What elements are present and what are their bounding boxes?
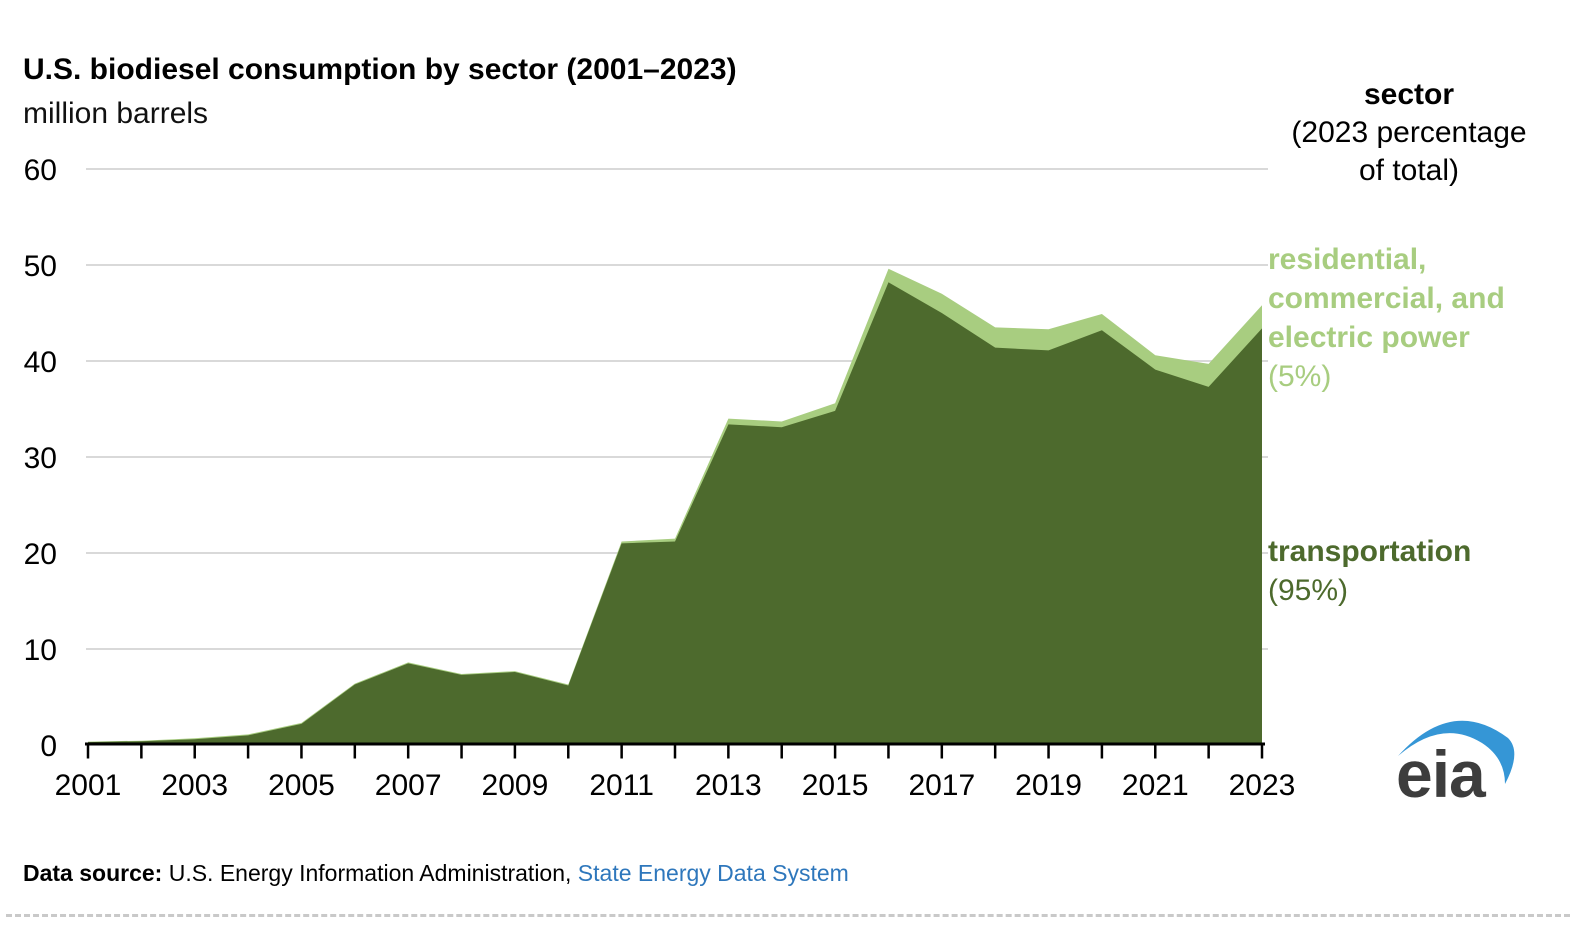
x-tick-label: 2001 <box>55 769 122 802</box>
x-tick <box>1260 745 1264 759</box>
data-source-label: Data source: <box>23 860 163 886</box>
x-tick-label: 2003 <box>161 769 228 802</box>
legend-share-transportation: (95%) <box>1268 574 1349 607</box>
legend-label-line: transportation <box>1268 535 1472 568</box>
legend-item-transportation: transportation (95%) <box>1268 532 1471 610</box>
x-tick <box>567 745 570 759</box>
x-tick <box>673 745 677 759</box>
x-tick-label: 2021 <box>1122 769 1189 802</box>
legend-item-residential-commercial-electric-power: residential, commercial, and electric po… <box>1268 240 1505 396</box>
y-tick-label: 50 <box>24 250 57 283</box>
legend-subtitle-line-1: (2023 percentage <box>1291 116 1527 149</box>
x-tick <box>406 745 410 759</box>
y-tick-label: 30 <box>24 442 57 475</box>
x-tick <box>1047 745 1050 759</box>
x-tick <box>620 745 623 759</box>
y-tick-label: 20 <box>24 538 57 571</box>
x-tick <box>833 745 837 759</box>
x-tick-label: 2011 <box>589 769 654 802</box>
x-tick <box>940 745 944 759</box>
y-tick-label: 40 <box>24 346 57 379</box>
legend-share-residential: (5%) <box>1268 360 1332 393</box>
eia-logo-swoosh-icon <box>1398 720 1515 784</box>
bottom-separator <box>6 914 1570 917</box>
data-source-org: U.S. Energy Information Administration, <box>168 860 572 886</box>
legend-label-line: residential, <box>1268 243 1427 276</box>
x-tick <box>887 745 890 759</box>
x-tick-label: 2015 <box>802 769 869 802</box>
eia-logo: eia <box>1392 694 1527 806</box>
x-tick <box>300 745 303 759</box>
x-tick-label: 2023 <box>1229 769 1296 802</box>
data-source-note: Data source: U.S. Energy Information Adm… <box>23 860 849 887</box>
legend-header: sector (2023 percentage of total) <box>1258 76 1560 190</box>
eia-logo-text: eia <box>1396 737 1487 806</box>
x-tick <box>1154 745 1157 759</box>
legend-label-line: commercial, and <box>1268 282 1505 315</box>
x-tick <box>140 745 143 759</box>
y-axis-unit-label: million barrels <box>23 97 209 130</box>
chart-area-transportation <box>88 282 1262 745</box>
x-tick-label: 2017 <box>908 769 975 802</box>
x-tick <box>86 745 90 759</box>
x-tick <box>993 745 997 759</box>
x-tick <box>193 745 196 759</box>
x-tick <box>1100 745 1104 759</box>
chart-title: U.S. biodiesel consumption by sector (20… <box>23 53 737 86</box>
y-tick-label: 10 <box>24 634 57 667</box>
x-tick <box>513 745 517 759</box>
x-tick <box>353 745 357 759</box>
x-tick <box>727 745 730 759</box>
stacked-area-chart: 2001 2003 2005 2007 2009 2011 2013 2015 2017 2019… <box>24 154 1296 802</box>
x-tick-label: 2005 <box>268 769 335 802</box>
x-tick-label: 2013 <box>695 769 762 802</box>
x-axis-line <box>85 742 1265 746</box>
x-tick-label: 2009 <box>482 769 549 802</box>
y-tick-label: 60 <box>24 154 57 187</box>
x-tick-label: 2019 <box>1015 769 1082 802</box>
eia-logo-graphic: eia <box>1396 720 1515 806</box>
x-tick <box>246 745 250 759</box>
legend-subtitle-line-2: of total) <box>1358 154 1460 187</box>
x-tick <box>460 745 463 759</box>
x-tick-label: 2007 <box>375 769 442 802</box>
x-tick <box>780 745 783 759</box>
y-tick-label: 0 <box>40 730 57 763</box>
legend-title: sector <box>1363 78 1455 111</box>
data-source-link[interactable]: State Energy Data System <box>577 860 849 886</box>
x-tick <box>1207 745 1210 759</box>
legend-label-line: electric power <box>1268 321 1470 354</box>
